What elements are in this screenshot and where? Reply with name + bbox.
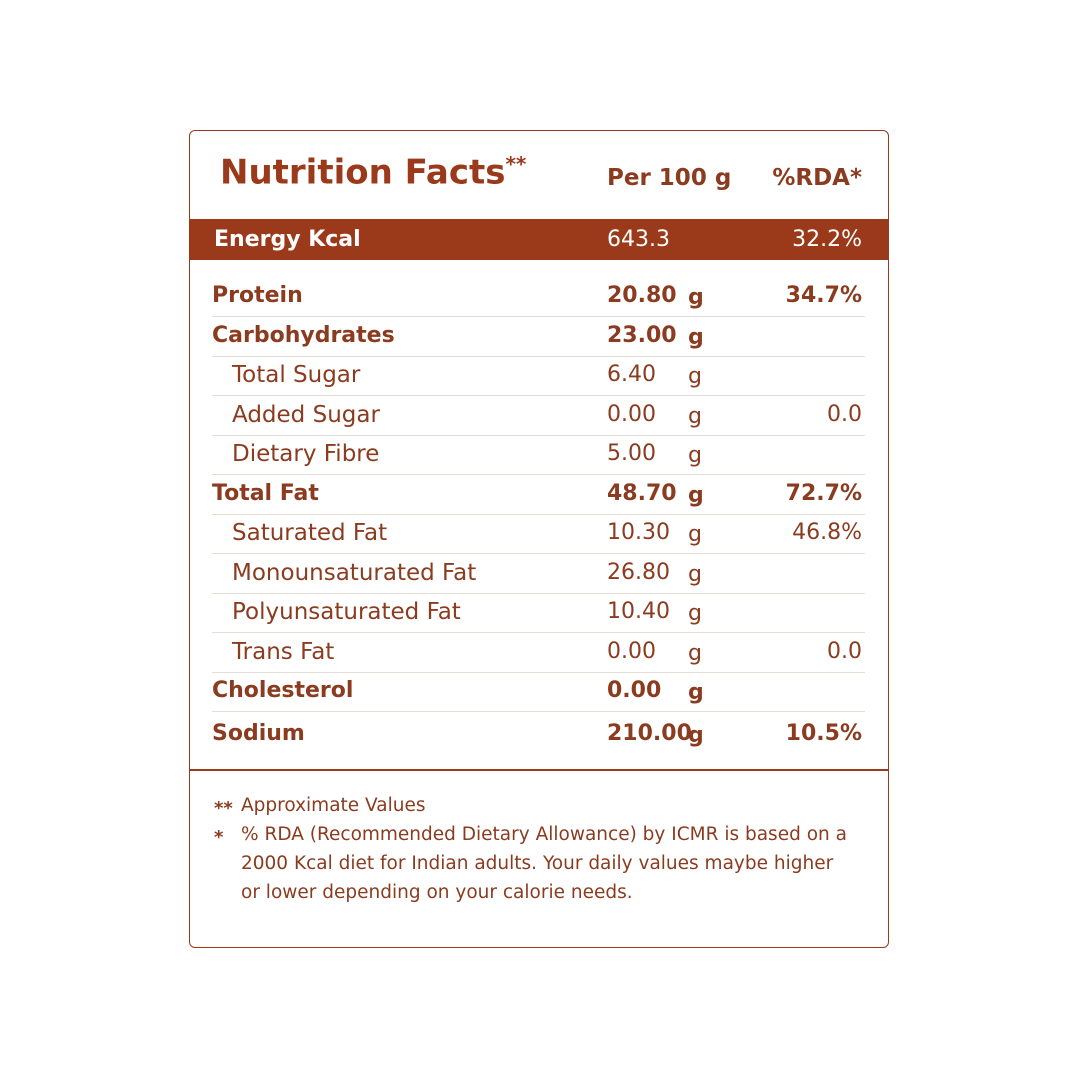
row-unit: g (688, 324, 704, 350)
row-amount: 20.80 (607, 283, 677, 308)
row-amount: 48.70 (607, 480, 677, 506)
row-rda: 72.7% (785, 480, 862, 506)
row-rda: 34.7% (785, 283, 862, 308)
row-unit: g (688, 522, 702, 547)
divider (190, 769, 889, 771)
energy-rda: 32.2% (792, 227, 862, 252)
row-label: Monounsaturated Fat (232, 559, 477, 586)
row-amount: 0.00 (607, 401, 656, 427)
row-rda: 0.0 (827, 638, 862, 664)
amount-heading: Per 100 g (607, 165, 732, 191)
row-separator (212, 434, 865, 436)
row-separator (212, 474, 865, 475)
row-unit: g (688, 601, 702, 626)
row-unit: g (688, 722, 704, 748)
row-unit: g (688, 364, 702, 389)
row-separator (212, 711, 865, 712)
row-rda: 46.8% (792, 520, 862, 545)
row-amount: 10.40 (607, 599, 670, 624)
row-rda: 0.0 (827, 401, 862, 427)
title-mark: ** (505, 152, 527, 176)
row-separator (212, 316, 865, 317)
row-unit: g (688, 403, 702, 429)
row-amount: 23.00 (607, 322, 677, 348)
row-label: Total Sugar (232, 362, 361, 388)
row-label: Trans Fat (232, 638, 335, 665)
row-separator (212, 553, 865, 554)
row-unit: g (688, 443, 702, 468)
row-label: Dietary Fibre (232, 441, 380, 467)
row-amount: 5.00 (607, 441, 656, 466)
footnote-text: % RDA (Recommended Dietary Allowance) by… (241, 824, 847, 903)
row-separator (212, 592, 865, 594)
row-label: Total Fat (212, 480, 319, 506)
row-separator (212, 513, 865, 515)
row-label: Added Sugar (232, 401, 380, 428)
label-frame (189, 130, 889, 948)
row-amount: 6.40 (607, 362, 656, 387)
footnote-text: Approximate Values (241, 795, 426, 816)
footnote-mark: * (214, 827, 224, 848)
row-label: Protein (212, 283, 303, 308)
row-separator (212, 395, 865, 396)
row-label: Cholesterol (212, 678, 354, 703)
row-rda: 10.5% (785, 720, 862, 746)
row-label: Polyunsaturated Fat (232, 599, 461, 625)
row-unit: g (688, 680, 704, 705)
row-label: Saturated Fat (232, 520, 388, 546)
row-separator (212, 671, 865, 673)
energy-band (190, 219, 889, 260)
row-separator (212, 355, 865, 357)
title: Nutrition Facts** (220, 154, 526, 189)
row-unit: g (688, 561, 702, 587)
row-amount: 210.00 (607, 720, 692, 746)
row-amount: 0.00 (607, 678, 662, 703)
row-label: Sodium (212, 720, 305, 746)
row-amount: 10.30 (607, 520, 670, 545)
title-text: Nutrition Facts (220, 152, 506, 193)
row-amount: 26.80 (607, 559, 670, 585)
row-unit: g (688, 285, 704, 310)
row-separator (212, 632, 865, 633)
row-unit: g (688, 482, 704, 508)
footnote-mark: ** (214, 798, 233, 819)
row-unit: g (688, 640, 702, 666)
row-label: Carbohydrates (212, 322, 395, 348)
row-amount: 0.00 (607, 638, 656, 664)
energy-label: Energy Kcal (214, 227, 361, 252)
rda-heading: %RDA* (772, 165, 862, 191)
energy-amount: 643.3 (607, 227, 670, 252)
